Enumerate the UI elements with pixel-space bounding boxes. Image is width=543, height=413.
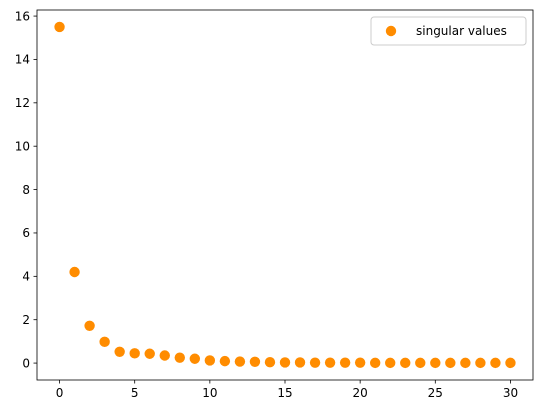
data-point [490,357,501,369]
data-point [460,357,471,369]
data-point [475,357,486,369]
data-point [219,355,231,367]
legend-label: singular values [416,24,507,38]
y-tick-label: 2 [22,313,30,327]
data-point [69,266,80,278]
data-point [144,348,155,359]
data-point [54,21,65,33]
data-point [189,353,201,364]
y-tick-label: 6 [22,226,30,240]
data-point [339,357,351,368]
y-tick-label: 4 [22,270,30,284]
x-tick-label: 10 [202,386,217,400]
data-point [400,357,411,369]
x-axis: 0 5 10 15 20 25 30 [56,380,518,400]
data-point [84,320,95,331]
legend-marker [385,25,397,37]
x-tick-label: 25 [428,386,443,400]
data-point [354,357,366,368]
data-point [159,350,170,361]
y-tick-label: 8 [22,183,30,197]
data-point [264,357,276,368]
data-point [99,336,110,348]
x-tick-label: 0 [56,386,64,400]
y-axis: 0 2 4 6 8 10 12 14 16 [15,9,37,370]
x-tick-label: 20 [353,386,368,400]
legend-box [370,16,527,46]
data-point [279,357,291,368]
data-point [430,357,441,369]
data-point [505,357,516,369]
data-point [445,357,456,369]
y-tick-label: 14 [15,53,30,67]
data-point [234,356,246,367]
plot-area-border [36,9,534,381]
y-tick-label: 12 [15,96,30,110]
x-tick-label: 5 [131,386,139,400]
legend: singular values [370,16,527,46]
x-tick-label: 30 [503,386,518,400]
data-point [415,357,426,369]
data-point [294,357,306,368]
data-point [129,348,140,359]
x-tick-label: 15 [277,386,292,400]
y-tick-label: 16 [15,9,30,23]
data-point [309,357,321,368]
y-tick-label: 0 [22,356,30,370]
data-point [249,356,261,367]
data-point [324,357,336,368]
data-point [174,352,185,363]
y-tick-label: 10 [15,139,30,153]
data-point [114,346,125,358]
data-point [369,357,381,369]
scatter-points [54,21,516,369]
data-point [385,357,396,369]
data-point [204,355,216,366]
